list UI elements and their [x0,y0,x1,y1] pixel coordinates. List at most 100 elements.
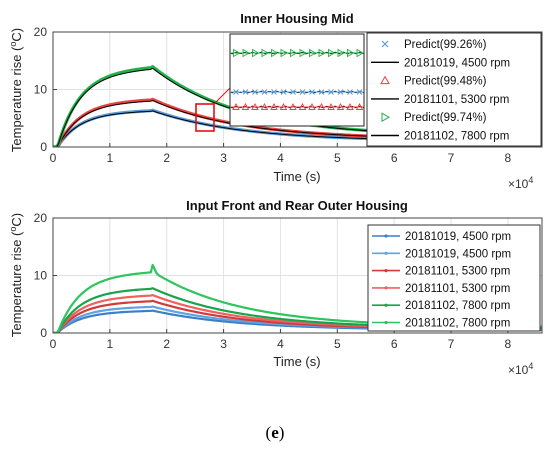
inset-marker-x-icon [328,89,334,95]
legend-entry-label: Predict(99.26%) [404,39,487,51]
x-tick-label: 7 [448,151,455,165]
x-tick-label: 5 [334,337,341,351]
inset-marker-triangle-up-icon [270,103,278,110]
inset-marker-x-icon [299,89,306,95]
legend-point-swatch [384,286,388,290]
legend-entry-label: 20181102, 7800 rpm [404,131,509,143]
y-tick-label: 20 [34,25,48,39]
legend-point-swatch [384,320,388,325]
chart1-zoom-box [195,103,215,132]
chart2-ylabel: Temperature rise (oC) [8,213,24,337]
chart2-xlabel: Time (s) [273,354,320,369]
legend-entry-label: 20181101, 5300 rpm [405,283,510,295]
legend-entry-label: Predict(99.48%) [404,76,487,88]
x-tick-label: 2 [163,151,170,165]
inset-marker-triangle-right-icon [309,48,317,58]
inset-marker-triangle-right-icon [233,48,241,58]
inset-marker-triangle-up-icon [327,103,335,110]
chart2-legend: 20181019, 4500 rpm 20181019, 4500 rpm 2018… [367,224,541,332]
y-tick-label: 20 [34,211,48,225]
legend-entry-label: 20181019, 4500 rpm [405,231,511,243]
inset-marker-x-icon [242,89,249,95]
x-tick-label: 1 [107,337,114,351]
legend-entry-label: 20181101, 5300 rpm [404,94,509,106]
chart1-title: Inner Housing Mid [240,11,353,26]
x-tick-label: 7 [448,337,455,351]
legend-marker-x-icon [381,40,389,48]
inset-marker-x-icon [309,89,315,95]
chart1-xlabel: Time (s) [273,169,320,184]
inset-marker-triangle-right-icon [290,48,298,58]
inset-marker-x-icon [318,89,325,95]
chart1-legend-box [366,32,542,147]
x-tick-label: 6 [391,337,398,351]
legend-point-swatch [384,269,388,273]
legend-point-swatch [384,251,388,255]
legend-entry-label: 20181101, 5300 rpm [405,266,510,278]
legend-point-swatch [384,234,388,238]
inset-marker-triangle-up-icon [289,103,297,110]
x-tick-label: 4 [277,337,284,351]
y-tick-label: 0 [40,326,47,340]
chart1-inset-series [230,48,364,110]
legend-entry-label: 20181102, 7800 rpm [405,318,510,330]
inset-marker-triangle-up-icon [298,103,307,110]
x-tick-label: 0 [50,151,57,165]
legend-entry-label: 20181102, 7800 rpm [405,300,510,312]
y-tick-label: 0 [40,140,47,154]
x-tick-label: 0 [50,337,57,351]
x-tick-label: 8 [505,337,512,351]
inset-marker-triangle-up-icon [336,103,345,110]
chart1-ylabel: Temperature rise (oC) [8,28,24,152]
inset-marker-triangle-right-icon [261,48,269,58]
chart-input-front-rear-outer-housing: Input Front and Rear Outer Housing 0 1 2 3 4… [8,198,543,377]
chart2-legend-box [367,224,541,332]
inset-marker-triangle-right-icon [347,48,355,58]
inset-marker-x-icon [280,89,287,95]
x-tick-label: 2 [163,337,170,351]
inset-marker-triangle-up-icon [232,103,240,110]
inset-marker-x-icon [337,89,344,95]
figure-caption: (e) [266,423,285,442]
x-tick-label: 3 [220,151,227,165]
inset-marker-x-icon [290,89,296,95]
inset-marker-x-icon [261,89,268,95]
inset-marker-x-icon [233,89,239,95]
chart1-x-ticks: 0 1 2 3 4 5 6 7 8 [50,143,512,165]
legend-marker-triangle-up-icon [380,75,390,85]
inset-marker-triangle-up-icon [308,103,316,110]
inset-marker-triangle-right-icon [271,48,279,58]
inset-marker-triangle-right-icon [318,48,326,58]
inset-marker-triangle-right-icon [280,48,288,58]
x-tick-label: 8 [505,151,512,165]
chart1-zoom-connector [213,87,231,105]
chart2-x-ticks: 0 1 2 3 4 5 6 7 8 [50,329,512,351]
chart1-inset-frame [229,33,365,127]
inset-marker-triangle-right-icon [242,48,250,58]
inset-marker-triangle-up-icon [260,103,269,110]
inset-marker-x-icon [347,89,353,95]
legend-entry-label: 20181019, 4500 rpm [405,248,511,260]
chart2-title: Input Front and Rear Outer Housing [186,198,408,213]
inset-marker-triangle-up-icon [317,103,326,110]
chart1-x-exponent: ×104 [508,175,533,191]
chart1-y-ticks: 0 10 20 [34,25,57,154]
inset-marker-x-icon [271,89,277,95]
inset-marker-triangle-right-icon [328,48,336,58]
inset-marker-triangle-right-icon [299,48,307,58]
legend-marker-triangle-right-icon [381,112,391,123]
x-tick-label: 6 [391,151,398,165]
legend-entry-label: 20181019, 4500 rpm [404,57,510,69]
chart1-inset [229,33,365,127]
chart-inner-housing-mid: Inner Housing Mid 0 1 2 3 4 5 6 7 8 0 10 20 Time (… [8,11,543,191]
chart2-x-exponent: ×104 [508,361,533,377]
y-tick-label: 10 [34,269,48,283]
inset-marker-triangle-up-icon [251,103,259,110]
inset-marker-triangle-right-icon [356,48,364,58]
x-tick-label: 3 [220,337,227,351]
inset-marker-triangle-up-icon [241,103,250,110]
chart1-legend: Predict(99.26%) 20181019, 4500 rpm Predict… [366,32,542,147]
inset-marker-x-icon [356,89,363,95]
x-tick-label: 1 [107,151,114,165]
